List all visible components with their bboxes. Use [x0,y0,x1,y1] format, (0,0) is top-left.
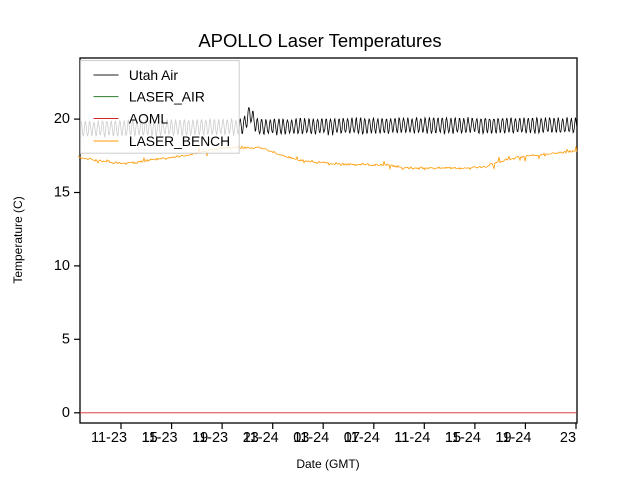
svg-text:Date (GMT): Date (GMT) [296,457,359,471]
svg-text:11-24: 11-24 [243,430,279,446]
svg-text:23: 23 [560,430,576,446]
svg-text:11-23: 11-23 [91,430,127,446]
svg-text:11-24: 11-24 [495,430,531,446]
svg-text:AOML: AOML [129,112,168,127]
svg-text:0: 0 [62,405,70,421]
svg-text:LASER_BENCH: LASER_BENCH [129,134,230,149]
svg-text:11-24: 11-24 [293,430,329,446]
svg-text:11-24: 11-24 [394,430,430,446]
svg-text:Utah Air: Utah Air [129,68,178,83]
svg-text:LASER_AIR: LASER_AIR [129,90,205,105]
svg-text:5: 5 [62,331,70,347]
svg-text:15: 15 [54,185,70,201]
svg-text:11-23: 11-23 [192,430,228,446]
svg-text:20: 20 [54,111,70,127]
svg-text:10: 10 [54,258,70,274]
svg-text:Temperature (C): Temperature (C) [11,196,25,283]
svg-text:11-23: 11-23 [142,430,178,446]
svg-text:APOLLO Laser Temperatures: APOLLO Laser Temperatures [198,30,441,51]
svg-text:11-24: 11-24 [445,430,481,446]
svg-text:11-24: 11-24 [344,430,380,446]
